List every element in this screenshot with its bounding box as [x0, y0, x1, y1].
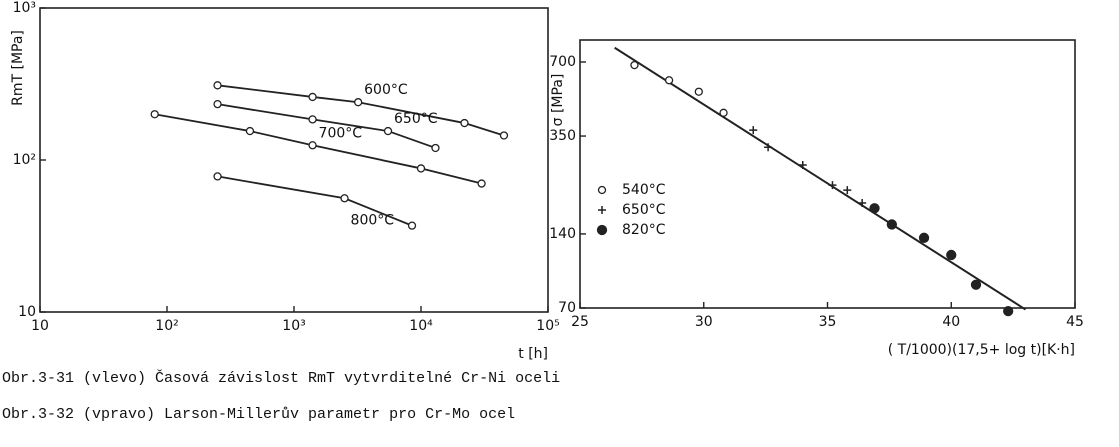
y-axis-label: RmT [MPa] [10, 30, 26, 106]
point [213, 100, 222, 109]
x-tick-label: 10⁴ [409, 318, 433, 334]
point [946, 249, 957, 261]
point [970, 279, 982, 290]
legend-label: 540°C [622, 182, 666, 198]
caption: Obr.3-31 (vlevo) Časová závislost RmT vy… [2, 369, 560, 387]
point [719, 108, 728, 117]
point [764, 143, 773, 152]
y-axis-label: σ [MPa] [550, 74, 566, 127]
point [918, 232, 930, 243]
legend-label: 650°C [622, 202, 666, 218]
legend-marker [598, 206, 606, 214]
x-axis-label: ( T/1000)(17,5+ log t)[K·h] [888, 342, 1075, 358]
point [869, 203, 880, 214]
y-tick-label: 140 [549, 226, 576, 242]
x-tick-label: 10² [155, 318, 178, 334]
x-tick-label: 25 [571, 314, 589, 330]
y-tick-label: 10 [18, 304, 36, 320]
point [828, 181, 837, 190]
curve-label: 650°C [394, 111, 438, 127]
x-tick-label: 45 [1066, 314, 1084, 330]
point [749, 126, 758, 135]
x-tick-label: 40 [942, 314, 960, 330]
fit-line [614, 46, 1027, 311]
x-tick-label: 10³ [282, 318, 305, 334]
legend-label: 820°C [622, 222, 666, 238]
curve-label: 600°C [364, 82, 408, 98]
y-tick-label: 70 [558, 300, 576, 316]
point [886, 219, 897, 230]
legend-marker [597, 185, 607, 195]
point [460, 118, 469, 128]
point [340, 194, 349, 203]
point [630, 60, 639, 70]
curve [217, 103, 436, 149]
y-tick-label: 350 [549, 128, 576, 144]
point [477, 179, 486, 188]
point [431, 143, 440, 153]
point [308, 115, 317, 124]
point [354, 98, 363, 107]
x-axis-label: t [h] [518, 346, 548, 362]
x-tick-label: 10⁵ [536, 318, 559, 334]
legend-marker [596, 224, 608, 236]
point [499, 131, 509, 140]
y-tick-label: 700 [549, 54, 576, 70]
point [308, 92, 317, 102]
plot-frame [39, 7, 549, 313]
caption: Obr.3-32 (vpravo) Larson-Millerův parame… [2, 406, 515, 423]
point [150, 110, 159, 119]
point [383, 126, 393, 136]
plot-frame [579, 39, 1076, 309]
x-tick-label: 35 [819, 314, 837, 330]
point [664, 76, 674, 85]
point [1003, 305, 1014, 317]
point [407, 221, 417, 230]
curve-label: 700°C [319, 125, 363, 141]
point [213, 81, 222, 90]
point [213, 172, 222, 181]
point [843, 186, 852, 195]
point [694, 87, 703, 96]
x-tick-label: 10 [31, 318, 49, 334]
point [416, 164, 426, 173]
point [858, 199, 867, 208]
point [308, 141, 317, 150]
y-tick-label: 10³ [13, 0, 36, 16]
point [798, 160, 807, 169]
x-tick-label: 30 [695, 314, 713, 330]
curve-label: 800°C [351, 212, 395, 228]
point [245, 126, 255, 136]
y-tick-label: 10² [13, 152, 36, 168]
